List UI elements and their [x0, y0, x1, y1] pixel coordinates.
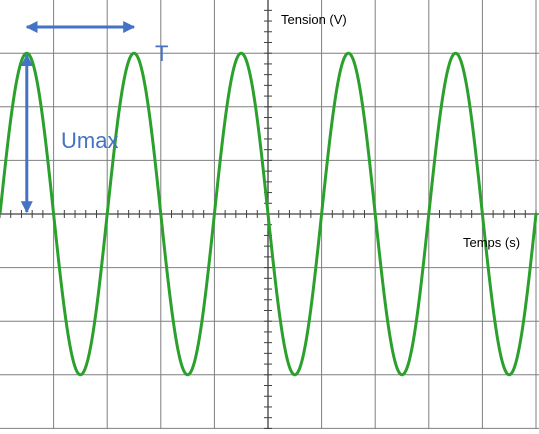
x-axis-label: Temps (s): [463, 235, 520, 250]
period-label: T: [155, 41, 168, 66]
amplitude-label: Umax: [61, 128, 118, 153]
y-axis-label: Tension (V): [281, 12, 347, 27]
